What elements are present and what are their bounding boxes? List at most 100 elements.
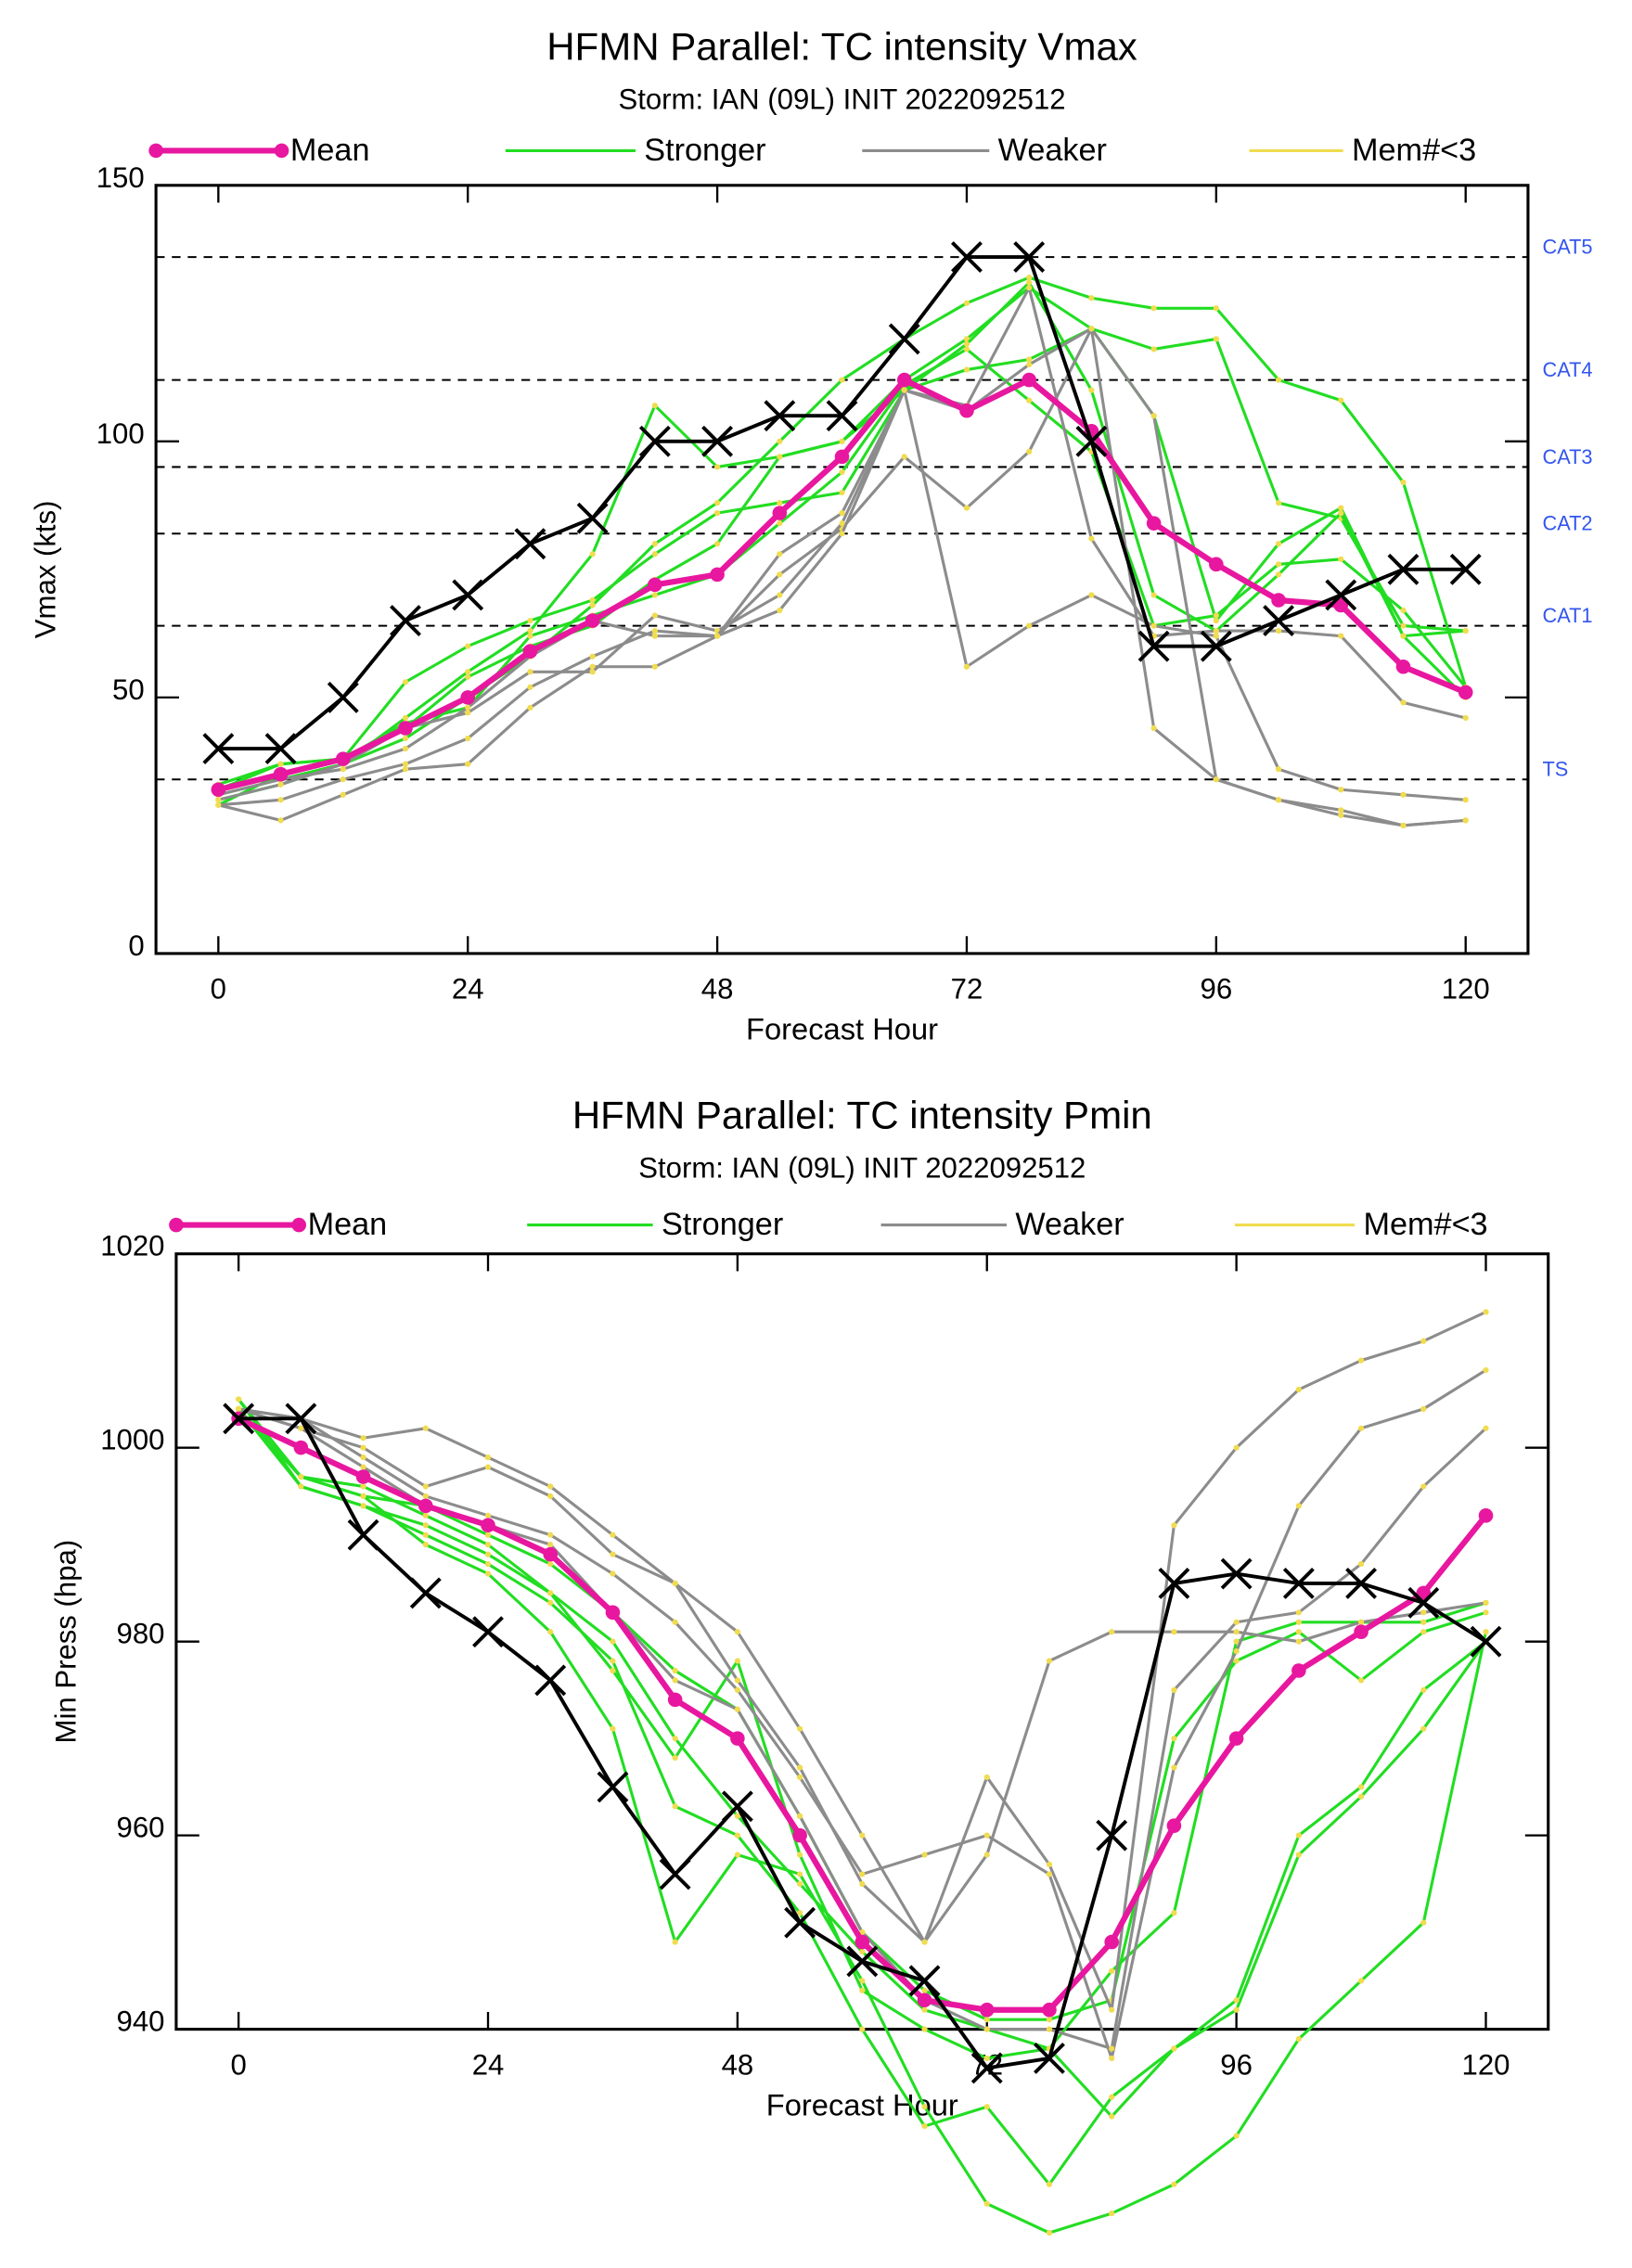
mean-point	[1146, 516, 1162, 531]
member-point	[983, 1774, 990, 1781]
member-point	[1400, 822, 1407, 829]
y-tick-label: 100	[96, 417, 145, 450]
member-point	[651, 541, 658, 547]
mean-point	[543, 1546, 559, 1562]
member-point	[777, 454, 783, 460]
member-point	[547, 1531, 554, 1538]
member-point	[983, 2104, 990, 2110]
member-point	[1046, 1871, 1053, 1877]
member-point	[215, 801, 222, 808]
member-point	[796, 1910, 803, 1916]
member-point	[465, 761, 471, 767]
member-point	[734, 1813, 740, 1819]
member-point	[1357, 1560, 1365, 1568]
track-marker	[1407, 1586, 1440, 1619]
member-point	[610, 1658, 616, 1664]
member-point	[983, 2200, 990, 2207]
member-point	[1295, 1503, 1302, 1509]
member-point	[651, 663, 658, 670]
member-point	[983, 2017, 990, 2023]
track-marker	[472, 1616, 504, 1648]
member-point	[422, 1493, 429, 1500]
member-point	[340, 776, 346, 783]
y-tick-label: 980	[117, 1618, 165, 1650]
legend-label: Stronger	[644, 133, 765, 168]
member-point	[1338, 505, 1344, 511]
track-marker	[327, 681, 359, 713]
member-point	[277, 761, 284, 767]
member-point	[1462, 797, 1469, 803]
mean-point	[792, 1827, 807, 1843]
member-point	[1026, 622, 1033, 629]
x-tick-label: 96	[1201, 973, 1233, 1006]
member-point	[1150, 305, 1157, 312]
track-marker	[1263, 605, 1294, 637]
track-marker	[846, 1945, 879, 1978]
member-point	[1338, 787, 1344, 793]
member-point	[1275, 377, 1282, 383]
mean-point	[418, 1498, 433, 1514]
member-point	[734, 1686, 740, 1694]
member-point	[921, 1939, 928, 1945]
member-point	[859, 1987, 866, 1993]
track-marker	[1449, 553, 1482, 585]
member-point	[859, 1929, 866, 1936]
threshold-label: CAT3	[1542, 445, 1592, 468]
member-point	[713, 541, 721, 547]
chart-subtitle: Storm: IAN (09L) INIT 2022092512	[618, 83, 1065, 116]
member-point	[1233, 1444, 1240, 1451]
member-point	[1338, 510, 1344, 517]
track-marker	[1470, 1625, 1502, 1658]
member-point	[1233, 1638, 1240, 1645]
member-point	[1338, 807, 1344, 814]
member-point	[1233, 1658, 1240, 1664]
member-point	[713, 633, 721, 639]
member-point	[1171, 2045, 1177, 2052]
member-point	[360, 1464, 366, 1470]
track-marker	[1220, 1557, 1253, 1590]
x-tick-label: 24	[472, 2048, 505, 2081]
track-marker	[1345, 1568, 1378, 1599]
member-point	[796, 1880, 803, 1887]
member-point	[589, 551, 596, 557]
member-point	[734, 1658, 740, 1664]
threshold-label: CAT1	[1542, 604, 1592, 627]
member-point	[1483, 1599, 1489, 1606]
member-point	[589, 669, 596, 675]
member-point	[527, 684, 533, 690]
member-point	[1295, 1609, 1302, 1616]
member-point	[1357, 1357, 1365, 1364]
mean-point	[1354, 1624, 1369, 1639]
member-point	[484, 1551, 492, 1557]
member-point	[1275, 561, 1282, 568]
member-point	[465, 704, 471, 711]
track-marker	[784, 1906, 816, 1939]
member-point	[1150, 346, 1157, 352]
member-point	[1109, 1967, 1115, 1975]
member-point	[963, 346, 970, 352]
member-point	[1046, 2229, 1053, 2236]
member-point	[1295, 2035, 1302, 2043]
track-marker	[223, 1403, 255, 1435]
member-point	[859, 2026, 866, 2032]
member-point	[1046, 1658, 1053, 1664]
member-point	[610, 1638, 616, 1645]
member-point	[527, 669, 533, 675]
member-point	[527, 627, 533, 634]
track-marker	[534, 1664, 567, 1697]
member-point	[465, 643, 471, 649]
member-point	[1483, 1309, 1489, 1315]
mean-point	[1022, 372, 1036, 388]
member-point	[1462, 714, 1469, 722]
member-point	[839, 531, 845, 537]
member-point	[1026, 397, 1033, 404]
member-point	[360, 1454, 366, 1461]
member-point	[777, 520, 783, 527]
member-point	[1150, 592, 1157, 598]
member-point	[527, 633, 533, 639]
member-point	[672, 1580, 678, 1587]
member-point	[1295, 1629, 1302, 1635]
track-marker	[1096, 1819, 1128, 1852]
member-point	[734, 1706, 740, 1712]
